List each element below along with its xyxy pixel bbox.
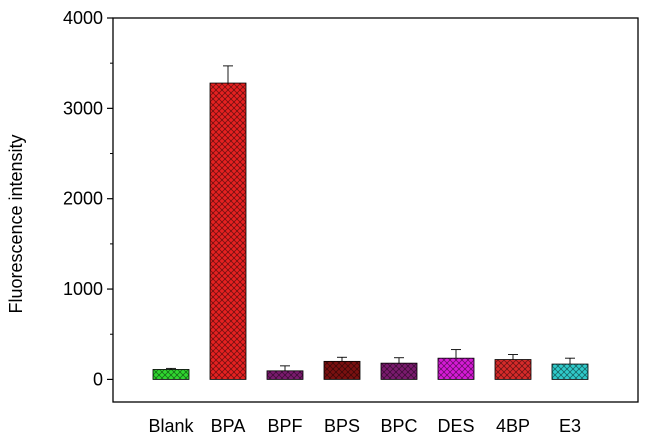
- y-tick-label: 4000: [63, 8, 103, 28]
- y-tick-label: 3000: [63, 98, 103, 118]
- error-bar-bps: [337, 356, 347, 362]
- x-tick-label-e3: E3: [559, 416, 581, 436]
- error-bars-group: [166, 65, 575, 371]
- x-axis-ticks: Blank BPA BPF BPS BPC DES 4BP E3: [148, 416, 581, 436]
- bars-group: [152, 82, 589, 380]
- bar-des: [437, 357, 475, 380]
- x-tick-label-bpf: BPF: [267, 416, 302, 436]
- x-tick-label-bps: BPS: [324, 416, 360, 436]
- error-bar-bpc: [394, 357, 404, 364]
- y-tick-label: 1000: [63, 279, 103, 299]
- y-tick-label: 2000: [63, 189, 103, 209]
- error-bar-blank: [166, 367, 176, 370]
- error-bar-e3: [565, 357, 575, 365]
- bar-bpf: [266, 370, 304, 380]
- x-tick-label-bpa: BPA: [211, 416, 246, 436]
- error-bar-bpa: [223, 65, 233, 84]
- x-tick-label-des: DES: [437, 416, 474, 436]
- plot-frame: [112, 17, 639, 403]
- x-tick-label-bpc: BPC: [380, 416, 417, 436]
- x-tick-label-4bp: 4BP: [496, 416, 530, 436]
- bar-bpa: [209, 82, 247, 380]
- y-axis-ticks: 0 1000 2000 3000 4000: [63, 8, 113, 389]
- bar-bpc: [380, 362, 418, 380]
- error-bar-bpf: [280, 365, 290, 371]
- error-bar-4bp: [508, 354, 518, 360]
- error-bar-des: [451, 349, 461, 359]
- y-axis-label: Fluorescence intensity: [6, 134, 26, 313]
- bar-4bp: [494, 359, 532, 380]
- bar-e3: [551, 363, 589, 380]
- y-tick-label: 0: [93, 369, 103, 389]
- bar-bps: [323, 360, 361, 380]
- x-tick-label-blank: Blank: [148, 416, 194, 436]
- bar-blank: [152, 369, 190, 380]
